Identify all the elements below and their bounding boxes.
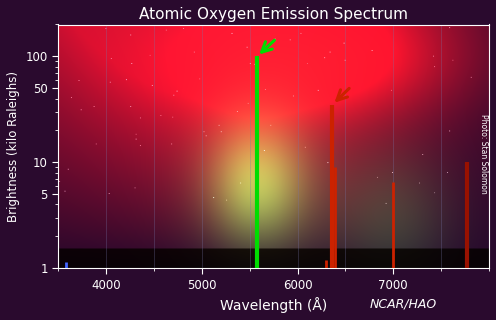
Y-axis label: Brightness (kilo Raleighs): Brightness (kilo Raleighs) [7,71,20,222]
Title: Atomic Oxygen Emission Spectrum: Atomic Oxygen Emission Spectrum [139,7,408,22]
Text: Photo: Stan Solomon: Photo: Stan Solomon [479,114,488,194]
X-axis label: Wavelength (Å): Wavelength (Å) [220,297,327,313]
Text: NCAR/HAO: NCAR/HAO [369,297,436,310]
